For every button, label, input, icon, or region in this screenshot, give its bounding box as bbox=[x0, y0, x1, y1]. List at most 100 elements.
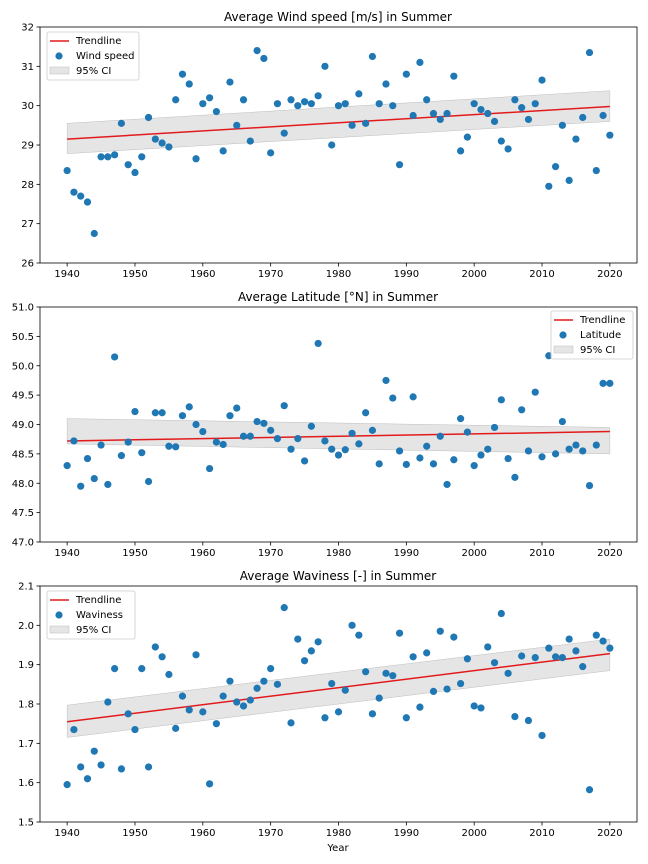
data-point bbox=[144, 113, 153, 122]
panel-title-waviness: Average Waviness [-] in Summer bbox=[240, 569, 437, 583]
data-point bbox=[151, 135, 159, 143]
x-tick-label: 1960 bbox=[190, 548, 215, 559]
data-point bbox=[219, 440, 227, 449]
x-tick-label: 1940 bbox=[54, 269, 79, 280]
data-point bbox=[450, 633, 458, 641]
data-point bbox=[355, 90, 363, 98]
data-point bbox=[545, 182, 553, 190]
data-point bbox=[436, 627, 444, 635]
x-tick-label: 1950 bbox=[122, 828, 147, 839]
x-tick-label: 2020 bbox=[597, 548, 622, 559]
x-ticks: 1940 1950 1960 1970 1980 1990 2000 2010 2020 bbox=[54, 542, 623, 559]
data-point bbox=[395, 161, 404, 169]
data-point bbox=[558, 417, 566, 426]
y-tick-label: 50.0 bbox=[12, 361, 34, 372]
data-point bbox=[524, 115, 533, 124]
data-point bbox=[314, 339, 322, 348]
legend-waviness: Trendline Waviness 95% CI bbox=[46, 590, 136, 640]
data-point bbox=[484, 109, 492, 118]
panel-wind-speed: Average Wind speed [m/s] in Summer 1940 1… bbox=[21, 10, 638, 280]
data-point bbox=[395, 447, 404, 455]
data-point bbox=[124, 710, 132, 718]
data-point bbox=[490, 117, 499, 125]
data-point bbox=[144, 477, 153, 486]
data-point bbox=[538, 453, 546, 461]
data-point bbox=[395, 629, 404, 637]
data-point bbox=[538, 76, 546, 84]
x-tick-label: 2000 bbox=[461, 269, 486, 280]
legend-ci-swatch bbox=[49, 66, 70, 75]
y-tick-label: 30 bbox=[21, 101, 34, 112]
data-point bbox=[585, 786, 594, 794]
data-point bbox=[267, 665, 275, 673]
data-point bbox=[63, 166, 71, 175]
data-point bbox=[117, 119, 126, 127]
data-point bbox=[524, 447, 533, 455]
data-point bbox=[490, 659, 499, 667]
data-point bbox=[518, 104, 526, 112]
data-point bbox=[599, 637, 607, 645]
x-tick-label: 1940 bbox=[54, 548, 79, 559]
y-tick-label: 2.0 bbox=[18, 621, 34, 632]
legend-scatter-label: Latitude bbox=[580, 330, 621, 341]
data-point bbox=[450, 72, 458, 80]
data-point bbox=[484, 643, 492, 651]
y-ticks: 1.5 1.6 1.7 1.8 1.9 2.0 2.1 bbox=[18, 582, 40, 829]
data-point bbox=[219, 147, 227, 155]
data-point bbox=[606, 644, 614, 652]
y-tick-label: 1.9 bbox=[18, 660, 34, 671]
data-point bbox=[423, 442, 431, 450]
data-point bbox=[233, 404, 241, 412]
data-point bbox=[443, 480, 451, 489]
data-point bbox=[463, 133, 471, 141]
points-layer bbox=[63, 339, 614, 490]
data-point bbox=[294, 435, 302, 443]
data-point bbox=[389, 102, 397, 110]
data-point bbox=[382, 669, 390, 677]
x-tick-label: 2010 bbox=[529, 269, 554, 280]
data-point bbox=[185, 706, 193, 714]
data-point bbox=[239, 702, 248, 710]
data-point bbox=[545, 644, 553, 652]
data-point bbox=[165, 442, 173, 450]
y-ticks: 47.0 47.5 48.0 48.5 49.0 49.5 50.0 50.5 51.0 bbox=[12, 303, 40, 549]
data-point bbox=[450, 456, 458, 464]
data-point bbox=[192, 651, 200, 659]
data-point bbox=[260, 677, 268, 685]
data-point bbox=[165, 143, 173, 151]
data-point bbox=[606, 379, 614, 387]
data-point bbox=[131, 407, 139, 416]
data-point bbox=[287, 96, 295, 104]
x-tick-label: 1970 bbox=[258, 828, 283, 839]
y-tick-label: 1.8 bbox=[18, 700, 34, 711]
y-tick-label: 2.1 bbox=[18, 582, 34, 593]
data-point bbox=[341, 446, 349, 454]
x-tick-label: 2020 bbox=[597, 269, 622, 280]
data-point bbox=[233, 121, 241, 129]
data-point bbox=[77, 763, 85, 771]
x-tick-label: 2000 bbox=[461, 828, 486, 839]
data-point bbox=[606, 131, 614, 139]
data-point bbox=[111, 353, 119, 361]
data-point bbox=[199, 708, 207, 716]
data-point bbox=[206, 94, 214, 102]
data-point bbox=[192, 420, 200, 429]
x-tick-label: 1940 bbox=[54, 828, 79, 839]
data-point bbox=[524, 716, 533, 725]
data-point bbox=[185, 80, 193, 88]
data-point bbox=[341, 686, 349, 694]
data-point bbox=[226, 412, 234, 420]
data-point bbox=[158, 409, 166, 417]
x-tick-label: 1990 bbox=[394, 269, 419, 280]
y-tick-label: 47.5 bbox=[12, 508, 34, 519]
data-point bbox=[382, 80, 390, 88]
x-ticks: 1940 1950 1960 1970 1980 1990 2000 2010 2020 bbox=[54, 822, 623, 839]
data-point bbox=[592, 631, 600, 639]
data-point bbox=[287, 445, 295, 453]
data-point bbox=[117, 452, 126, 460]
x-tick-label: 1980 bbox=[326, 828, 351, 839]
data-point bbox=[355, 631, 363, 639]
data-point bbox=[551, 450, 560, 458]
trend-layer bbox=[67, 652, 610, 723]
data-point bbox=[348, 429, 356, 437]
